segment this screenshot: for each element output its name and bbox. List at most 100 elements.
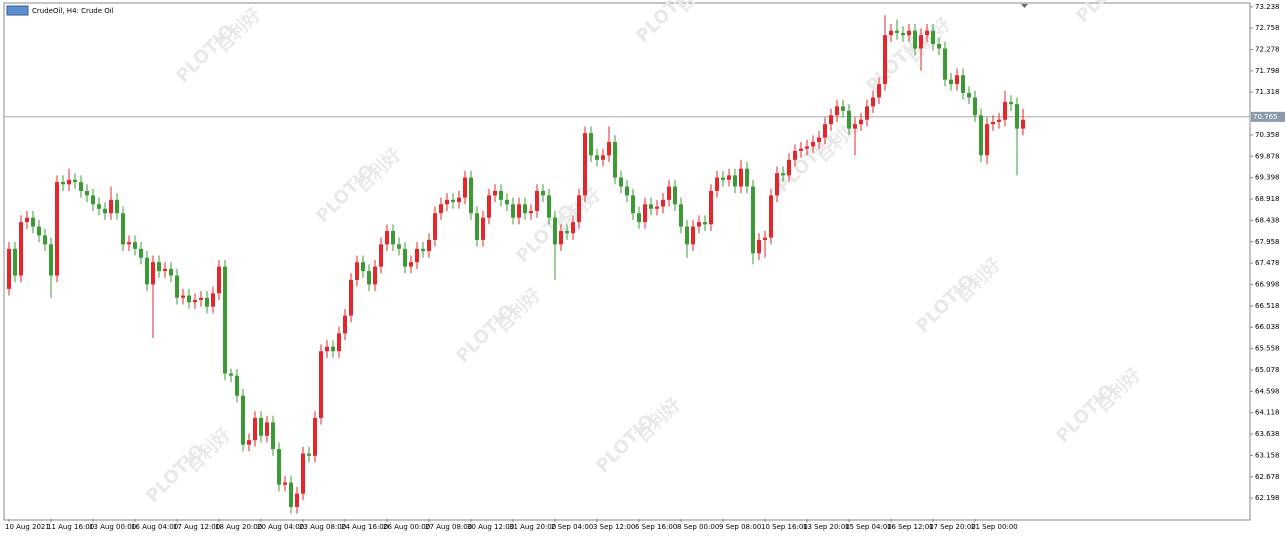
candle-body: [619, 177, 623, 187]
y-tick-label: 72.278: [1255, 45, 1280, 53]
candle-body: [715, 177, 719, 191]
candle-body: [649, 204, 653, 209]
x-tick-label: 2 Sep 04:00: [551, 523, 593, 531]
candle-body: [283, 482, 287, 485]
candle-body: [433, 213, 437, 240]
candle-body: [181, 295, 185, 298]
x-tick-label: 17 Aug 12:00: [173, 523, 220, 531]
candle-body: [349, 279, 353, 316]
candle-body: [427, 239, 431, 252]
candle-body: [967, 93, 971, 98]
candle-body: [997, 119, 1001, 122]
x-tick-label: 13 Aug 00:00: [89, 523, 136, 531]
current-price-label: 70.765: [1253, 113, 1278, 121]
candle-body: [499, 190, 503, 200]
candle-body: [937, 44, 941, 49]
candle-body: [247, 440, 251, 445]
candle-body: [589, 133, 593, 156]
x-tick-label: 17 Sep 20:00: [929, 523, 976, 531]
y-tick-label: 66.998: [1255, 281, 1280, 289]
candle-body: [1009, 101, 1013, 105]
candle-body: [577, 195, 581, 223]
candle-body: [379, 244, 383, 267]
candle-body: [511, 204, 515, 218]
candle-body: [367, 271, 371, 285]
candle-body: [55, 182, 59, 276]
candle-body: [631, 195, 635, 214]
candle-body: [115, 199, 119, 214]
y-tick-label: 70.358: [1255, 131, 1280, 139]
candle-body: [31, 217, 35, 227]
x-tick-label: 31 Aug 20:00: [509, 523, 556, 531]
x-tick-label: 16 Aug 04:00: [131, 523, 178, 531]
candle-body: [697, 222, 701, 227]
candle-body: [895, 30, 899, 33]
candle-body: [301, 453, 305, 494]
candle-body: [1015, 104, 1019, 129]
y-tick-label: 65.558: [1255, 345, 1280, 353]
candle-body: [1021, 119, 1025, 129]
x-tick-label: 16 Sep 12:00: [887, 523, 934, 531]
x-tick-label: 26 Aug 00:00: [383, 523, 430, 531]
candle-body: [979, 115, 983, 156]
x-tick-label: 30 Aug 12:00: [467, 523, 514, 531]
y-tick-label: 66.038: [1255, 323, 1280, 331]
candle-body: [19, 222, 23, 276]
candle-body: [313, 417, 317, 456]
candle-body: [325, 346, 329, 352]
candle-body: [565, 231, 569, 234]
candle-body: [931, 30, 935, 45]
candle-body: [385, 231, 389, 245]
candle-body: [781, 173, 785, 176]
candle-body: [739, 168, 743, 187]
x-tick-label: 24 Aug 16:00: [341, 523, 388, 531]
candle-body: [217, 266, 221, 294]
candle-body: [643, 204, 647, 223]
candle-body: [1003, 101, 1007, 120]
candle-body: [973, 97, 977, 116]
x-tick-label: 18 Aug 20:00: [215, 523, 262, 531]
candle-body: [745, 168, 749, 187]
y-tick-label: 71.798: [1255, 67, 1280, 75]
y-tick-label: 65.078: [1255, 366, 1280, 374]
candle-body: [121, 213, 125, 245]
candle-body: [475, 213, 479, 240]
candle-body: [457, 197, 461, 203]
y-tick-label: 64.118: [1255, 409, 1280, 417]
candle-body: [487, 195, 491, 218]
candle-body: [235, 375, 239, 396]
candle-body: [139, 248, 143, 258]
candle-body: [271, 422, 275, 450]
candle-body: [709, 190, 713, 225]
x-tick-label: 8 Sep 00:00: [677, 523, 719, 531]
candle-body: [679, 204, 683, 227]
candle-body: [847, 110, 851, 129]
y-tick-label: 62.678: [1255, 473, 1280, 481]
candle-body: [673, 186, 677, 205]
candle-body: [889, 30, 893, 36]
candle-body: [469, 177, 473, 214]
candle-body: [727, 175, 731, 180]
candle-body: [259, 417, 263, 436]
y-tick-label: 69.398: [1255, 174, 1280, 182]
y-tick-label: 62.198: [1255, 494, 1280, 502]
candle-body: [613, 141, 617, 178]
candle-body: [859, 119, 863, 125]
candle-body: [175, 275, 179, 298]
candle-body: [805, 146, 809, 149]
candle-body: [361, 262, 365, 272]
candle-body: [961, 75, 965, 94]
y-tick-label: 67.478: [1255, 259, 1280, 267]
candle-body: [481, 217, 485, 240]
candle-body: [37, 226, 41, 236]
y-tick-label: 63.158: [1255, 451, 1280, 459]
candle-body: [85, 190, 89, 196]
candle-body: [841, 106, 845, 111]
candle-body: [625, 186, 629, 196]
candle-body: [295, 493, 299, 507]
candle-body: [637, 213, 641, 223]
candle-body: [157, 262, 161, 272]
y-tick-label: 68.438: [1255, 216, 1280, 224]
candle-body: [733, 175, 737, 187]
